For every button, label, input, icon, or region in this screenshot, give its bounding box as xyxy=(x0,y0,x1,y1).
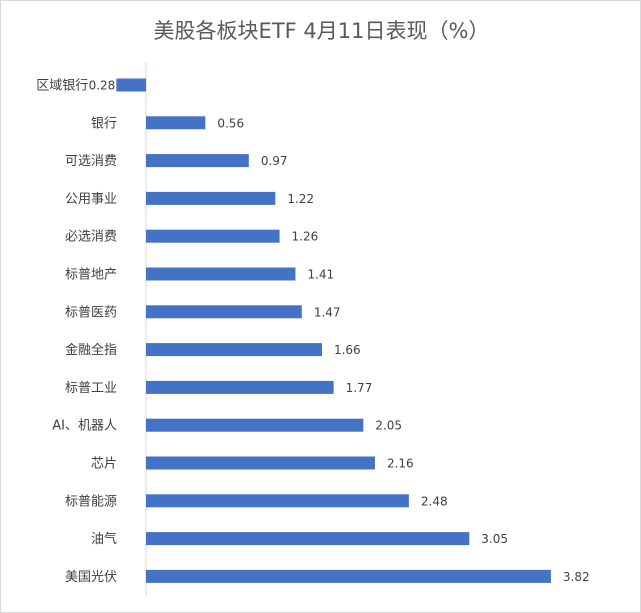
bar-12 xyxy=(146,532,470,546)
chart-title: 美股各板块ETF 4月11日表现（%） xyxy=(153,19,490,43)
category-label: 可选消费 xyxy=(65,154,117,169)
category-label: 美国光伏 xyxy=(65,570,117,585)
category-label: 油气 xyxy=(91,531,117,547)
data-label: 0.56 xyxy=(217,116,244,130)
data-label: 1.22 xyxy=(287,192,314,206)
data-label: 0.28 xyxy=(89,79,116,93)
data-label: 1.66 xyxy=(334,343,361,357)
bar-9 xyxy=(146,418,364,432)
category-label: 标普医药 xyxy=(65,305,117,320)
data-label: 3.05 xyxy=(481,532,508,546)
category-label: 标普能源 xyxy=(65,494,117,509)
bar-13 xyxy=(146,569,551,583)
data-label: 0.97 xyxy=(261,154,288,168)
bar-2 xyxy=(146,154,249,168)
category-label: 标普工业 xyxy=(65,381,117,396)
category-label: 银行 xyxy=(91,116,117,131)
bar-0 xyxy=(116,78,146,92)
bar-10 xyxy=(146,456,375,470)
category-label: AI、机器人 xyxy=(52,419,117,434)
category-label: 必选消费 xyxy=(65,230,117,245)
category-label: 金融全指 xyxy=(65,342,117,358)
bar-1 xyxy=(146,116,206,130)
data-label: 1.26 xyxy=(292,230,319,244)
bar-5 xyxy=(146,267,296,281)
data-label: 2.16 xyxy=(387,457,414,471)
category-label: 区域银行 xyxy=(36,79,88,94)
bar-8 xyxy=(146,380,334,394)
data-label: 1.41 xyxy=(307,268,334,282)
category-label: 公用事业 xyxy=(65,192,117,207)
bar-7 xyxy=(146,343,322,357)
bar-11 xyxy=(146,494,409,508)
data-label: 2.05 xyxy=(375,419,402,433)
category-label: 标普地产 xyxy=(65,268,117,283)
data-label: 1.47 xyxy=(314,305,341,319)
bar-6 xyxy=(146,305,302,319)
data-label: 1.77 xyxy=(346,381,373,395)
bar-3 xyxy=(146,191,276,205)
data-label: 2.48 xyxy=(421,494,448,508)
bar-4 xyxy=(146,229,280,243)
category-label: 芯片 xyxy=(91,457,117,472)
data-label: 3.82 xyxy=(563,570,590,584)
